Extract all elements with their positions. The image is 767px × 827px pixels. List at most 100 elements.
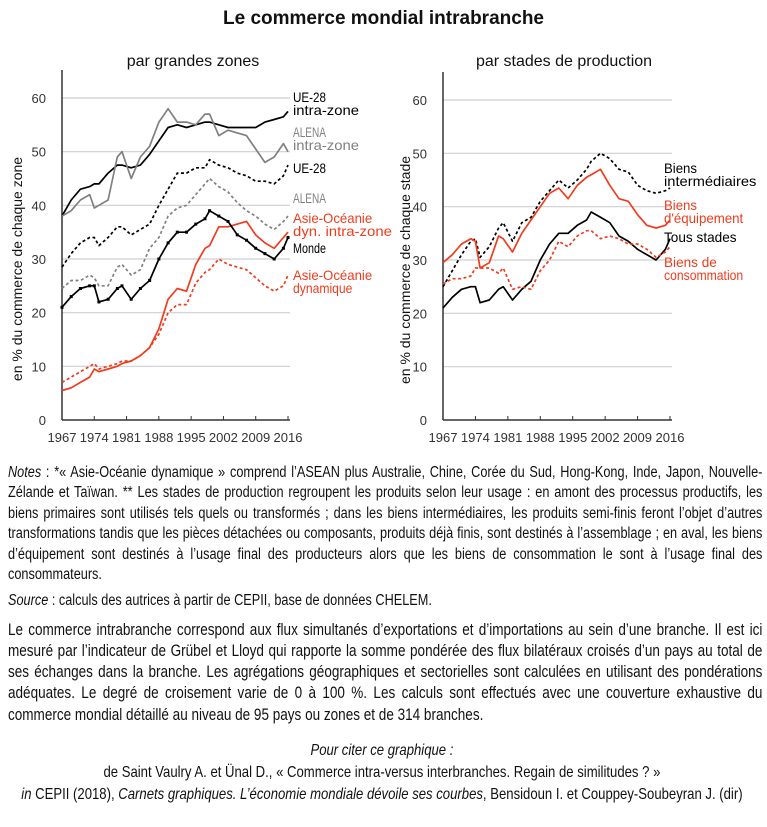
citation-line2c: , Bensidoun I. et Couppey-Soubeyran J. (…	[482, 785, 743, 803]
data-point-marker	[281, 246, 285, 250]
series-line-alena-intra-zone	[61, 107, 289, 217]
y-tick-label: 30	[413, 253, 427, 268]
data-point-marker	[217, 214, 221, 218]
y-tick-label: 10	[32, 359, 46, 374]
data-point-marker	[226, 219, 230, 223]
data-point-marker	[138, 287, 142, 291]
data-point-marker	[92, 284, 96, 288]
data-point-marker	[194, 222, 198, 226]
y-tick-label: 60	[32, 91, 46, 106]
data-point-marker	[185, 230, 189, 234]
data-point-marker	[272, 257, 276, 261]
series-label: dynamique	[293, 280, 353, 296]
series-line-asie-oc-anie-dyn-intra-zone	[61, 220, 289, 392]
series-line-tous-stades	[442, 211, 671, 309]
y-tick-label: 0	[39, 413, 46, 428]
y-tick-label: 50	[32, 145, 46, 160]
series-label: intra-zone	[293, 102, 359, 118]
series-label: Biens	[664, 160, 697, 176]
y-tick-label: 40	[413, 200, 427, 215]
x-tick-label: 1988	[144, 431, 173, 445]
series-label: Asie-Océanie	[293, 210, 372, 226]
series-label: ALENA	[293, 124, 326, 140]
citation-in: in	[21, 785, 32, 803]
citation-line2a: CEPII (2018),	[31, 785, 119, 803]
chart-2: par stades de production en % du commerce…	[397, 53, 756, 445]
y-tick-label: 30	[32, 252, 46, 267]
data-point-marker	[208, 209, 212, 213]
x-tick-label: 1967	[48, 431, 77, 445]
data-point-marker	[78, 287, 82, 291]
y-tick-label: 20	[413, 306, 427, 321]
x-tick-label: 2016	[656, 431, 685, 445]
x-tick-label: 1974	[80, 431, 109, 445]
y-tick-label: 10	[413, 360, 427, 375]
data-point-marker	[157, 257, 161, 261]
data-point-marker	[286, 236, 290, 240]
series-label: Asie-Océanie	[293, 267, 372, 283]
data-point-marker	[235, 233, 239, 237]
data-point-marker	[263, 252, 267, 256]
notes-label: Notes	[8, 464, 42, 481]
text-section: Notes : *« Asie-Océanie dynamique » comp…	[8, 463, 762, 806]
x-tick-label: 2016	[274, 431, 303, 445]
data-point-marker	[60, 305, 64, 309]
notes: Notes : *« Asie-Océanie dynamique » comp…	[8, 463, 762, 612]
series-line-biens-de-consommation	[442, 229, 671, 291]
data-point-marker	[148, 278, 152, 282]
chart-title: par grandes zones	[127, 53, 260, 70]
series-line-biens-interm-diaires	[442, 152, 671, 288]
data-point-marker	[120, 284, 124, 288]
data-point-marker	[88, 284, 92, 288]
data-point-marker	[129, 297, 133, 301]
x-tick-label: 2009	[241, 431, 270, 445]
series-label: UE-28	[293, 89, 326, 105]
y-axis-label: en % du commerce de chaque zone	[9, 157, 25, 381]
y-tick-label: 60	[413, 93, 427, 108]
series-line-monde	[61, 209, 289, 308]
source-text: : calculs des autrices à partir de CEPII…	[48, 592, 432, 610]
citation-heading: Pour citer ce graphique :	[310, 741, 454, 759]
x-tick-label: 1974	[461, 431, 490, 445]
x-tick-label: 2002	[591, 431, 620, 445]
series-label: consommation	[664, 267, 743, 283]
data-point-marker	[106, 297, 110, 301]
data-point-marker	[69, 295, 73, 299]
data-point-marker	[97, 300, 101, 304]
y-tick-label: 40	[32, 198, 46, 213]
x-tick-label: 1995	[558, 431, 587, 445]
data-point-marker	[203, 217, 207, 221]
x-tick-label: 2002	[209, 431, 238, 445]
series-line-ue-28-intra-zone	[61, 110, 289, 217]
data-point-marker	[166, 241, 170, 245]
chart-title: par stades de production	[476, 53, 652, 70]
data-point-marker	[244, 238, 248, 242]
page-title: Le commerce mondial intrabranche	[223, 8, 544, 29]
citation-book-title: Carnets graphiques. L’économie mondiale …	[118, 785, 483, 803]
data-point-marker	[175, 230, 179, 234]
notes-text: : *« Asie-Océanie dynamique » comprend l…	[8, 464, 763, 584]
y-tick-label: 50	[413, 146, 427, 161]
x-tick-label: 1981	[493, 431, 522, 445]
series-label: intra-zone	[293, 137, 359, 153]
x-tick-label: 1981	[112, 431, 141, 445]
series-label: Biens de	[664, 254, 717, 270]
y-tick-label: 0	[420, 413, 427, 428]
data-point-marker	[254, 246, 258, 250]
series-label: d'équipement	[664, 210, 743, 226]
x-tick-label: 2009	[623, 431, 652, 445]
series-label: ALENA	[293, 190, 326, 206]
series-label: Biens	[664, 197, 697, 213]
data-point-marker	[115, 287, 119, 291]
series-line-ue-28	[61, 158, 289, 268]
series-label: intermédiaires	[664, 173, 756, 189]
series-line-biens-d-quipement	[442, 168, 671, 269]
charts: par grandes zones en % du commerce de cha…	[9, 53, 756, 445]
series-line-asie-oc-anie-dynamique	[61, 258, 289, 384]
x-tick-label: 1995	[177, 431, 206, 445]
y-axis-label: en % du commerce de chaque stade	[397, 156, 413, 384]
x-tick-label: 1967	[429, 431, 458, 445]
series-label: Monde	[293, 240, 326, 256]
citation-line1: de Saint Vaulry A. et Ünal D., « Commerc…	[103, 763, 661, 781]
chart-1: par grandes zones en % du commerce de cha…	[9, 53, 392, 445]
